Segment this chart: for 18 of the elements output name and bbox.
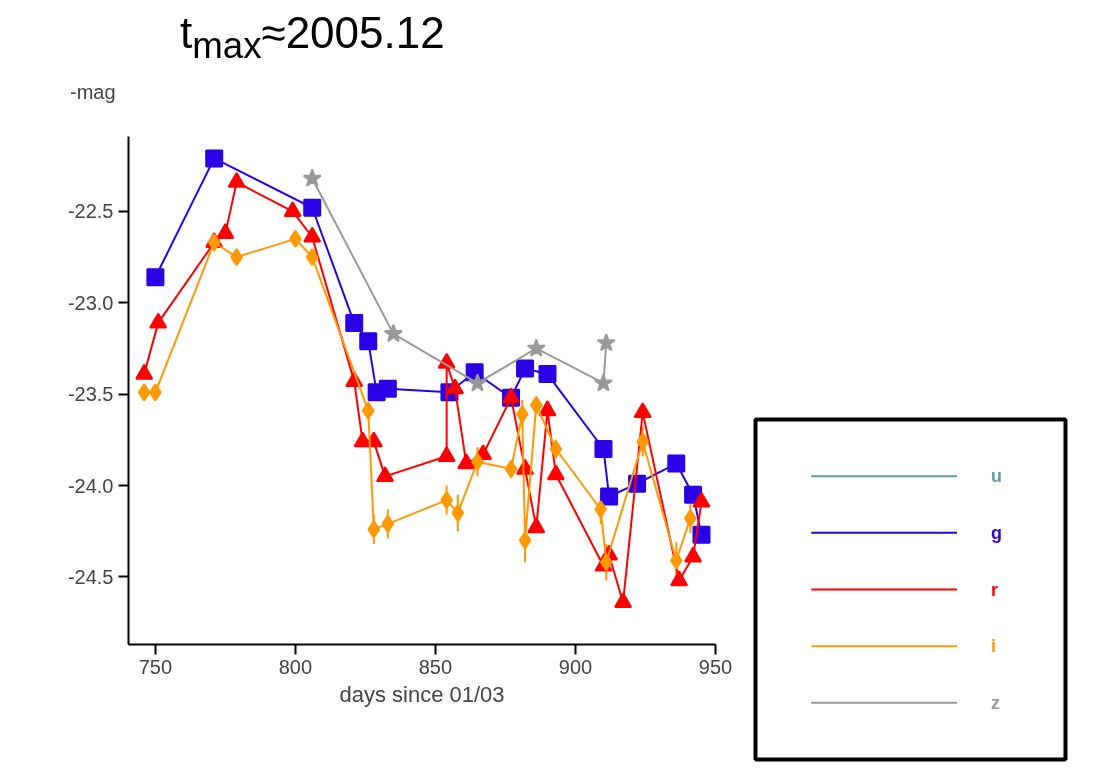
y-tick-label: -23.5 — [67, 383, 114, 406]
y-axis-title: -mag — [70, 80, 116, 105]
text: z — [991, 692, 1001, 713]
y-tick-label: -23.0 — [67, 291, 114, 314]
text: i — [991, 636, 997, 657]
y-tick-label: -24.0 — [67, 474, 114, 497]
x-tick-label: 800 — [278, 655, 313, 678]
chart-title: t$_{max}$≈2005.12 — [180, 7, 445, 68]
y-tick-label: -24.5 — [67, 565, 114, 588]
x-tick-label: 850 — [418, 655, 453, 678]
x-tick-label: 950 — [698, 655, 733, 678]
text: g — [991, 522, 1003, 543]
x-tick-label: 900 — [558, 655, 593, 678]
legend-label: u — [991, 466, 1003, 487]
x-tick-label: 750 — [138, 655, 173, 678]
x-axis-title: days since 01/03 — [339, 681, 505, 707]
text: r — [991, 579, 999, 600]
y-tick-label: -22.5 — [67, 200, 114, 223]
